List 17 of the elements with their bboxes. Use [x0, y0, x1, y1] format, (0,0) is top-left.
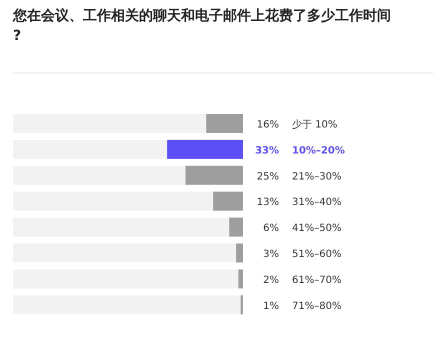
value-label: 33% [255, 145, 279, 156]
value-label: 13% [256, 197, 279, 208]
category-label: 10%–20% [292, 145, 345, 156]
category-label: 21%–30% [292, 171, 342, 182]
title: 您在会议、工作相关的聊天和电子邮件上花费了多少工作时间? [13, 8, 391, 44]
category-label: 71%–80% [292, 300, 342, 312]
value-label: 1% [263, 300, 279, 312]
value-label: 25% [256, 171, 279, 182]
value-label: 3% [263, 249, 279, 260]
category-label: 31%–40% [292, 197, 342, 208]
category-label: 41%–50% [292, 223, 342, 234]
value-label: 2% [263, 274, 279, 286]
category-label: 少于 10% [292, 120, 338, 130]
value-label: 16% [256, 120, 279, 130]
category-label: 51%–60% [292, 249, 342, 260]
value-label: 6% [263, 223, 279, 234]
category-label: 61%–70% [292, 274, 342, 286]
